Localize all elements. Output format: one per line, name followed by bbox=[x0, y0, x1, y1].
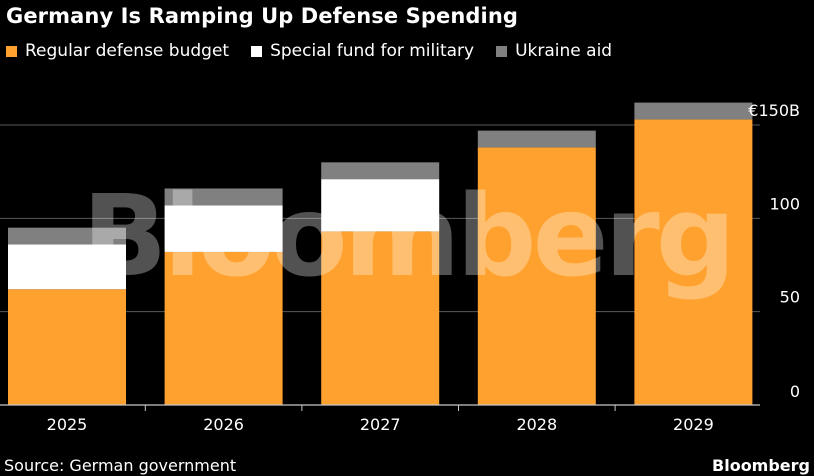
chart-title: Germany Is Ramping Up Defense Spending bbox=[6, 4, 519, 28]
bar-segment-special-fund-2027 bbox=[321, 179, 440, 232]
legend: Regular defense budget Special fund for … bbox=[6, 41, 634, 61]
bar-segment-special-fund-2026 bbox=[164, 205, 283, 252]
legend-item-regular-budget: Regular defense budget bbox=[6, 41, 229, 61]
legend-label-ukraine-aid: Ukraine aid bbox=[515, 41, 613, 61]
legend-label-regular-budget: Regular defense budget bbox=[25, 41, 230, 61]
y-tick-label: 50 bbox=[780, 288, 800, 307]
brand-logo: Bloomberg bbox=[712, 456, 810, 475]
bar-segment-regular-budget-2027 bbox=[321, 231, 440, 405]
x-tick-label: 2025 bbox=[47, 415, 88, 434]
bar-segment-ukraine-aid-2029 bbox=[634, 102, 753, 120]
bar-segment-regular-budget-2028 bbox=[477, 147, 596, 405]
y-tick-label: €150B bbox=[748, 101, 800, 120]
source-note: Source: German government bbox=[4, 456, 237, 475]
x-tick-label: 2029 bbox=[673, 415, 714, 434]
bar-segment-ukraine-aid-2028 bbox=[477, 130, 596, 148]
bar-segment-regular-budget-2026 bbox=[164, 251, 283, 405]
legend-swatch-regular-budget bbox=[6, 45, 17, 57]
y-tick-label: 100 bbox=[769, 194, 800, 213]
x-tick-label: 2026 bbox=[203, 415, 244, 434]
legend-swatch-special-fund bbox=[251, 45, 263, 57]
legend-item-ukraine-aid: Ukraine aid bbox=[496, 41, 612, 61]
bar-segment-ukraine-aid-2025 bbox=[8, 227, 126, 245]
x-tick-label: 2027 bbox=[360, 415, 401, 434]
watermark-logo: Bloomberg bbox=[82, 172, 732, 302]
bar-segment-regular-budget-2025 bbox=[8, 289, 126, 405]
y-tick-label: 0 bbox=[790, 382, 800, 401]
legend-swatch-ukraine-aid bbox=[496, 45, 508, 57]
bar-segment-regular-budget-2029 bbox=[634, 119, 753, 406]
bar-segment-ukraine-aid-2027 bbox=[321, 162, 440, 180]
bar-segment-special-fund-2025 bbox=[8, 244, 126, 290]
bar-segment-ukraine-aid-2026 bbox=[164, 188, 283, 206]
legend-label-special-fund: Special fund for military bbox=[270, 41, 475, 61]
x-tick-label: 2028 bbox=[516, 415, 557, 434]
legend-item-special-fund: Special fund for military bbox=[251, 41, 474, 61]
